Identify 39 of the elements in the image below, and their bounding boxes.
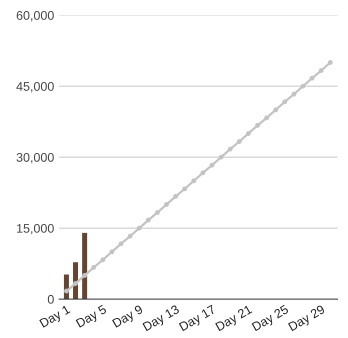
point: [328, 60, 333, 65]
point: [100, 257, 106, 262]
point: [282, 99, 288, 104]
x-tick-label: Day 29: [288, 304, 326, 334]
point: [246, 131, 251, 136]
point: [200, 170, 206, 176]
point: [273, 107, 278, 112]
x-tick-label: Day 5: [76, 304, 108, 330]
point: [218, 154, 224, 160]
y-tick-label: 60,000: [16, 11, 54, 22]
point: [64, 288, 69, 294]
y-tick-label: 0: [48, 294, 54, 304]
point: [146, 218, 151, 223]
point: [91, 264, 96, 270]
point: [300, 84, 306, 89]
y-tick-label: 15,000: [17, 224, 54, 234]
point: [210, 162, 214, 168]
point: [136, 226, 142, 231]
point: [236, 139, 242, 144]
point: [264, 115, 270, 120]
point: [173, 194, 178, 199]
point: [310, 76, 315, 81]
point: [191, 178, 196, 184]
point: [318, 68, 324, 74]
point: [164, 202, 169, 207]
point: [73, 281, 78, 286]
point: [128, 234, 133, 239]
point: [291, 92, 296, 97]
y-tick-label: 30,000: [16, 152, 54, 164]
y-tick-label: 45,000: [16, 82, 54, 92]
point: [118, 241, 124, 246]
point: [154, 210, 160, 215]
point: [255, 123, 260, 128]
point: [182, 186, 188, 192]
x-tick-label: Day 1: [39, 304, 72, 330]
point: [110, 249, 114, 254]
bar: [82, 232, 88, 300]
point: [228, 146, 233, 152]
point: [82, 273, 88, 278]
